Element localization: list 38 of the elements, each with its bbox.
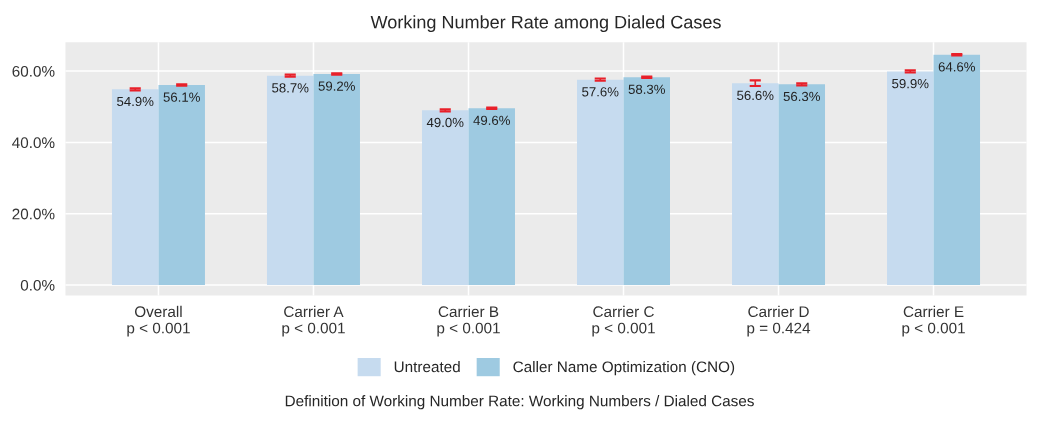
data-label: 64.6%	[938, 62, 976, 72]
bar	[111, 89, 159, 286]
bar	[778, 84, 826, 286]
data-label: 59.2%	[318, 81, 355, 91]
bar	[933, 54, 981, 286]
x-tick-label: Carrier C p < 0.001	[592, 305, 655, 337]
bar	[158, 84, 205, 286]
data-label: 58.7%	[272, 83, 309, 93]
bar	[887, 71, 934, 286]
x-tick-label: Carrier D p = 0.424	[747, 305, 811, 337]
data-label: 54.9%	[117, 96, 154, 107]
bar	[468, 108, 515, 286]
text: Definition of Working Number Rate: Working Numbers / Dialed Cases	[285, 395, 754, 410]
legend-label: Caller Name Optimization (CNO)	[513, 361, 735, 376]
bar	[266, 75, 314, 286]
bar	[623, 77, 670, 286]
legend-label: Untreated	[394, 361, 460, 373]
y-tick-label: 20.0%	[12, 208, 55, 220]
bar	[421, 110, 469, 286]
data-label: 56.3%	[783, 91, 820, 102]
data-label: 49.6%	[473, 115, 510, 126]
y-tick-label: 60.0%	[12, 65, 55, 77]
x-tick-label: Overall p < 0.001	[127, 305, 190, 337]
chart-title: Working Number Rate among Dialed Cases	[370, 15, 721, 33]
data-label: 59.9%	[892, 78, 929, 89]
bar	[313, 73, 360, 286]
x-tick-label: Carrier E p < 0.001	[902, 305, 965, 337]
x-tick-label: Carrier A p < 0.001	[282, 305, 345, 337]
bar	[577, 79, 624, 286]
y-tick-label: 40.0%	[12, 137, 55, 149]
data-label: 49.0%	[426, 117, 464, 128]
bar	[732, 83, 779, 286]
data-label: 56.1%	[163, 92, 200, 102]
x-tick-label: Carrier B p < 0.001	[437, 305, 500, 337]
y-tick-label: 0.0%	[20, 279, 55, 291]
data-label: 56.6%	[737, 90, 774, 101]
data-label: 57.6%	[582, 87, 619, 97]
data-label: 58.3%	[628, 84, 665, 94]
